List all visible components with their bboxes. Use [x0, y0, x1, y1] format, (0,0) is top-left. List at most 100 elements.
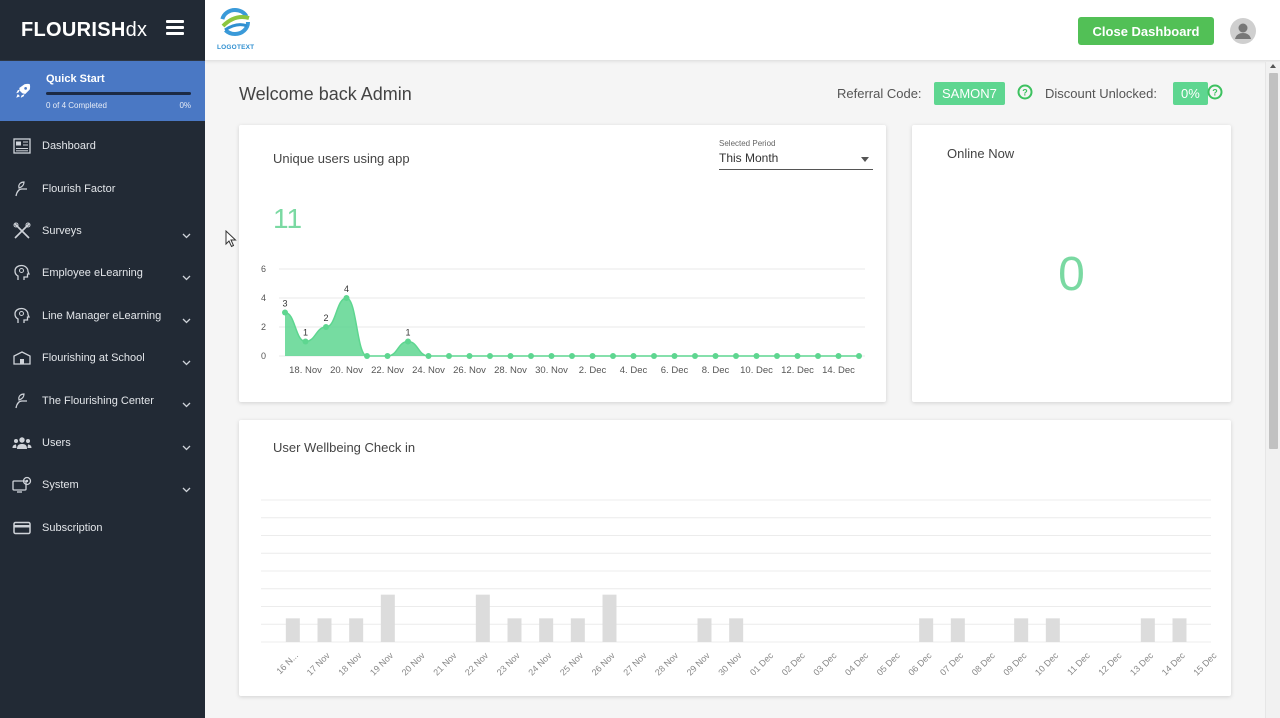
bar [349, 618, 364, 642]
bar [475, 594, 490, 642]
page-scrollbar[interactable] [1265, 62, 1280, 718]
x-tick-label: 23 Nov [495, 650, 523, 678]
x-tick-label: 30. Nov [535, 365, 568, 376]
x-tick-label: 17 Nov [305, 650, 333, 678]
sidebar-item-employee-elearning[interactable]: Employee eLearning [0, 252, 205, 294]
chevron-down-icon[interactable] [182, 353, 191, 371]
brand: FLOURISHdx [0, 0, 205, 61]
unique-users-total: 11 [273, 203, 303, 234]
x-tick-label: 26. Nov [453, 365, 486, 376]
bar [950, 618, 965, 642]
rocket-icon [0, 82, 46, 100]
sidebar-item-line-manager-elearning[interactable]: Line Manager eLearning [0, 295, 205, 337]
sidebar-item-the-flourishing-center[interactable]: The Flourishing Center [0, 379, 205, 421]
quick-start-percent: 0% [179, 100, 191, 110]
x-tick-label: 10. Dec [740, 365, 773, 376]
online-now-count: 0 [1058, 248, 1085, 301]
user-avatar[interactable] [1230, 18, 1256, 44]
sidebar-item-surveys[interactable]: Surveys [0, 210, 205, 252]
chevron-down-icon[interactable] [182, 311, 191, 329]
data-point [425, 353, 432, 359]
data-label: 2 [323, 313, 328, 323]
wellbeing-card: User Wellbeing Check in 16 N... 17 Nov 18 … [239, 420, 1231, 696]
y-tick-label: 4 [261, 293, 266, 303]
quick-start-progress-bar [46, 91, 191, 95]
chevron-down-icon[interactable] [182, 395, 191, 413]
x-tick-label: 6. Dec [661, 365, 689, 376]
sidebar-item-label: Surveys [42, 224, 82, 237]
brand-logo[interactable]: FLOURISHdx [21, 18, 148, 41]
y-tick-label: 0 [261, 351, 266, 361]
bar [697, 618, 712, 642]
data-label: 1 [303, 328, 308, 338]
data-point [384, 353, 391, 359]
chevron-down-icon[interactable] [182, 226, 191, 244]
bar [285, 618, 300, 642]
quick-start-progress-text: 0 of 4 Completed [46, 100, 107, 110]
x-tick-label: 2. Dec [579, 365, 607, 376]
main-content: Welcome back Admin Referral Code: SAMON7… [205, 62, 1265, 718]
bar [729, 618, 744, 642]
wellbeing-chart: 16 N... 17 Nov 18 Nov 19 Nov 20 Nov 21 Nov 22 … [261, 499, 1219, 678]
discount-help-icon[interactable]: ? [1207, 84, 1223, 105]
x-tick-label: 13 Dec [1128, 650, 1156, 678]
referral-help-icon[interactable]: ? [1017, 84, 1033, 105]
x-tick-label: 04 Dec [843, 650, 871, 678]
chevron-down-icon[interactable] [182, 268, 191, 286]
discount-label: Discount Unlocked: [1045, 86, 1157, 101]
chevron-down-icon[interactable] [182, 438, 191, 456]
x-tick-label: 30 Nov [716, 650, 744, 678]
sidebar-item-subscription[interactable]: Subscription [0, 507, 205, 549]
close-dashboard-button[interactable]: Close Dashboard [1078, 17, 1214, 45]
data-label: 1 [405, 328, 410, 338]
bar [1045, 618, 1060, 642]
svg-text:?: ? [1022, 88, 1028, 98]
bar [380, 594, 395, 642]
sidebar-item-dashboard[interactable]: Dashboard [0, 125, 205, 167]
x-tick-label: 20. Nov [330, 365, 363, 376]
x-tick-label: 01 Dec [748, 650, 776, 678]
data-point [630, 353, 637, 359]
period-selector[interactable]: Selected Period This Month [719, 139, 873, 170]
chevron-down-icon[interactable] [182, 480, 191, 498]
sidebar-item-flourishing-at-school[interactable]: Flourishing at School [0, 337, 205, 379]
period-select[interactable]: This Month [719, 151, 873, 170]
area-fill [285, 298, 859, 356]
quick-start-title: Quick Start [46, 72, 105, 85]
scroll-up-arrow-icon[interactable] [1270, 64, 1276, 68]
quick-start-panel[interactable]: Quick Start 0 of 4 Completed 0% [0, 61, 205, 121]
data-point [282, 309, 288, 316]
y-tick-label: 2 [261, 322, 266, 332]
x-tick-label: 14 Dec [1160, 650, 1188, 678]
data-point [405, 338, 411, 345]
online-now-title: Online Now [947, 146, 1015, 161]
sidebar-item-flourish-factor[interactable]: Flourish Factor [0, 167, 205, 209]
x-tick-label: 12. Dec [781, 365, 814, 376]
x-tick-label: 02 Dec [780, 650, 808, 678]
company-logo[interactable]: LOGOTEXT [217, 8, 261, 51]
data-point [733, 353, 739, 359]
x-tick-label: 24 Nov [526, 650, 554, 678]
bar [1172, 618, 1187, 642]
data-point [528, 353, 534, 359]
logo-swoosh-icon [220, 8, 250, 36]
bar [1140, 618, 1155, 642]
x-tick-label: 24. Nov [412, 365, 445, 376]
data-point [589, 353, 596, 359]
x-tick-label: 18 Nov [336, 650, 364, 678]
scrollbar-thumb[interactable] [1269, 73, 1278, 449]
sidebar-item-label: Subscription [42, 521, 103, 534]
sidebar-item-label: Employee eLearning [42, 267, 143, 280]
svg-text:?: ? [1212, 88, 1218, 98]
sidebar-item-users[interactable]: Users [0, 422, 205, 464]
period-value: This Month [719, 151, 779, 165]
hand-leaf-icon [12, 180, 32, 198]
hamburger-menu-icon[interactable] [166, 20, 184, 35]
data-point [548, 353, 555, 359]
x-tick-label: 19 Nov [368, 650, 396, 678]
sidebar-item-label: Users [42, 436, 71, 449]
tools-icon [12, 222, 32, 240]
sidebar: FLOURISHdx Quick Start 0 of 4 Completed … [0, 0, 205, 718]
data-point [466, 353, 473, 359]
sidebar-item-system[interactable]: System [0, 464, 205, 506]
